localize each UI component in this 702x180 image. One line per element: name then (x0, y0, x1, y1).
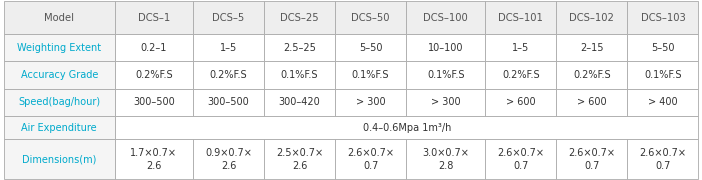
Bar (406, 1, 485, 34)
Bar (4, 62, 115, 89)
Bar (264, 1, 335, 34)
Bar (4, 140, 115, 179)
Bar (406, 34, 485, 62)
Text: DCS–25: DCS–25 (280, 13, 319, 22)
Bar (485, 140, 557, 179)
Text: 0.1%F.S: 0.1%F.S (644, 70, 682, 80)
Bar (557, 34, 628, 62)
Text: 1.7×0.7×
2.6: 1.7×0.7× 2.6 (131, 148, 178, 171)
Text: 0.2%F.S: 0.2%F.S (210, 70, 247, 80)
Bar (557, 89, 628, 116)
Text: DCS–103: DCS–103 (641, 13, 685, 22)
Text: 3.0×0.7×
2.8: 3.0×0.7× 2.8 (423, 148, 469, 171)
Text: 1–5: 1–5 (512, 43, 529, 53)
Text: 0.4–0.6Mpa 1m³/h: 0.4–0.6Mpa 1m³/h (362, 123, 451, 133)
Bar (485, 62, 557, 89)
Text: 5–50: 5–50 (359, 43, 383, 53)
Bar (264, 62, 335, 89)
Bar (115, 116, 698, 140)
Text: 0.1%F.S: 0.1%F.S (427, 70, 465, 80)
Text: Speed(bag/hour): Speed(bag/hour) (18, 98, 100, 107)
Bar (115, 62, 193, 89)
Bar (335, 140, 406, 179)
Bar (628, 62, 698, 89)
Text: DCS–101: DCS–101 (498, 13, 543, 22)
Bar (485, 1, 557, 34)
Text: DCS–5: DCS–5 (213, 13, 244, 22)
Text: 1–5: 1–5 (220, 43, 237, 53)
Text: 300–500: 300–500 (133, 98, 175, 107)
Text: 2–15: 2–15 (580, 43, 604, 53)
Bar (485, 89, 557, 116)
Bar (628, 34, 698, 62)
Bar (4, 34, 115, 62)
Bar (264, 140, 335, 179)
Bar (628, 89, 698, 116)
Bar (264, 34, 335, 62)
Text: > 300: > 300 (431, 98, 461, 107)
Text: 0.9×0.7×
2.6: 0.9×0.7× 2.6 (205, 148, 252, 171)
Bar (406, 62, 485, 89)
Text: 0.2%F.S: 0.2%F.S (573, 70, 611, 80)
Bar (406, 140, 485, 179)
Bar (193, 1, 264, 34)
Text: Accuracy Grade: Accuracy Grade (20, 70, 98, 80)
Bar (193, 62, 264, 89)
Text: 2.5–25: 2.5–25 (283, 43, 316, 53)
Text: DCS–50: DCS–50 (352, 13, 390, 22)
Bar (335, 1, 406, 34)
Bar (406, 89, 485, 116)
Bar (335, 89, 406, 116)
Text: > 600: > 600 (577, 98, 607, 107)
Text: > 400: > 400 (648, 98, 677, 107)
Text: Model: Model (44, 13, 74, 22)
Text: 2.6×0.7×
0.7: 2.6×0.7× 0.7 (569, 148, 616, 171)
Bar (557, 140, 628, 179)
Bar (485, 34, 557, 62)
Text: > 300: > 300 (356, 98, 385, 107)
Bar (335, 34, 406, 62)
Text: DCS–1: DCS–1 (138, 13, 170, 22)
Text: Air Expenditure: Air Expenditure (21, 123, 97, 133)
Bar (4, 1, 115, 34)
Bar (115, 34, 193, 62)
Bar (4, 116, 115, 140)
Bar (193, 34, 264, 62)
Text: Dimensions(m): Dimensions(m) (22, 154, 96, 164)
Bar (193, 140, 264, 179)
Text: 0.2–1: 0.2–1 (141, 43, 167, 53)
Bar (115, 1, 193, 34)
Text: 0.1%F.S: 0.1%F.S (352, 70, 390, 80)
Text: 5–50: 5–50 (651, 43, 675, 53)
Text: > 600: > 600 (506, 98, 536, 107)
Bar (557, 62, 628, 89)
Text: Weighting Extent: Weighting Extent (17, 43, 101, 53)
Text: 0.2%F.S: 0.2%F.S (135, 70, 173, 80)
Bar (193, 89, 264, 116)
Text: DCS–100: DCS–100 (423, 13, 468, 22)
Text: 300–500: 300–500 (208, 98, 249, 107)
Text: 300–420: 300–420 (279, 98, 320, 107)
Text: 10–100: 10–100 (428, 43, 463, 53)
Bar (115, 140, 193, 179)
Bar (628, 1, 698, 34)
Text: 2.6×0.7×
0.7: 2.6×0.7× 0.7 (640, 148, 687, 171)
Text: 0.2%F.S: 0.2%F.S (502, 70, 540, 80)
Bar (115, 89, 193, 116)
Text: 2.6×0.7×
0.7: 2.6×0.7× 0.7 (347, 148, 394, 171)
Text: DCS–102: DCS–102 (569, 13, 614, 22)
Text: 2.6×0.7×
0.7: 2.6×0.7× 0.7 (497, 148, 544, 171)
Bar (557, 1, 628, 34)
Bar (4, 89, 115, 116)
Bar (628, 140, 698, 179)
Text: 0.1%F.S: 0.1%F.S (281, 70, 318, 80)
Bar (335, 62, 406, 89)
Bar (264, 89, 335, 116)
Text: 2.5×0.7×
2.6: 2.5×0.7× 2.6 (276, 148, 323, 171)
